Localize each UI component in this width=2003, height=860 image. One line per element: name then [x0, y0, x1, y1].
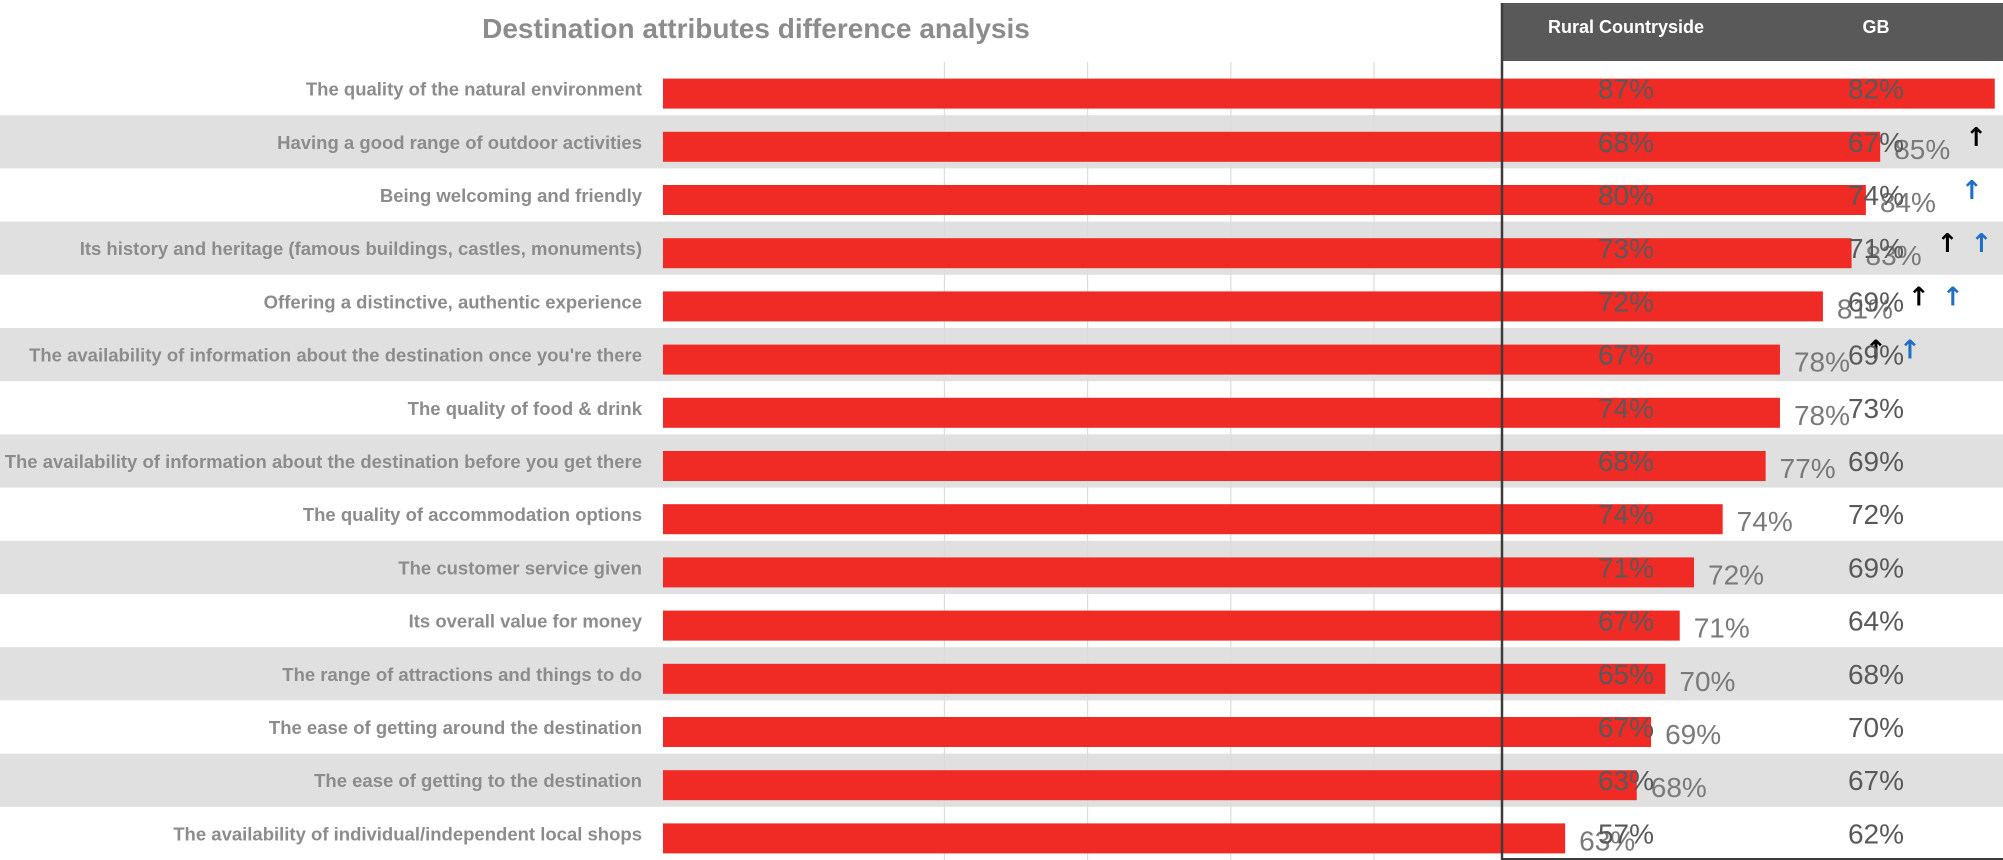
table-cell: 63% — [1598, 765, 1654, 796]
arrow-up-blue-icon: ↑ — [1999, 123, 2003, 153]
value-label: 78% — [1794, 400, 1850, 431]
arrow-up-black-icon: ↑ — [1865, 336, 1887, 366]
table-cell: 67% — [1848, 127, 1904, 158]
bar — [663, 557, 1695, 588]
table-cell: 74% — [1598, 499, 1654, 530]
table-cell: 67% — [1598, 340, 1654, 371]
category-label: Its overall value for money — [409, 611, 643, 632]
category-label: The quality of the natural environment — [306, 79, 642, 100]
table-cell: 87% — [1598, 74, 1654, 105]
table-cell: 80% — [1598, 180, 1654, 211]
value-label: 83% — [1866, 240, 1922, 271]
arrow-up-black-icon: ↑ — [1908, 282, 1930, 312]
category-label: The availability of information about th… — [5, 451, 642, 472]
table-cell: 64% — [1848, 606, 1904, 637]
value-label: 74% — [1737, 506, 1793, 537]
arrow-up-black-icon: ↑ — [1965, 123, 1987, 153]
table-cell: 68% — [1598, 446, 1654, 477]
table-cell: 82% — [1848, 74, 1904, 105]
value-label: 71% — [1694, 613, 1750, 644]
table-cell: 69% — [1848, 446, 1904, 477]
value-label: 69% — [1665, 719, 1721, 750]
value-label: 84% — [1880, 187, 1936, 218]
arrow-markers: ↑↑↑↑↑↑↑↑↑↑ — [1865, 123, 2003, 366]
value-label: 81% — [1837, 293, 1893, 324]
bar — [663, 451, 1766, 481]
bar — [663, 397, 1780, 428]
table-cell: 68% — [1598, 127, 1654, 158]
table-cell: 67% — [1848, 765, 1904, 796]
table-header-cell: GB — [1863, 17, 1890, 37]
category-label: The availability of information about th… — [29, 345, 642, 366]
table-cell: 72% — [1598, 286, 1654, 317]
table-cell: 62% — [1848, 818, 1904, 849]
category-label: The range of attractions and things to d… — [282, 664, 642, 685]
table-cell: 69% — [1848, 286, 1904, 317]
table-cell: 74% — [1598, 393, 1654, 424]
table-cell: 71% — [1848, 233, 1904, 264]
table-header — [1502, 3, 2003, 61]
table-cell: 74% — [1848, 180, 1904, 211]
category-label: The availability of individual/independe… — [173, 823, 642, 844]
category-label: The ease of getting to the destination — [314, 770, 642, 791]
table-cell: 57% — [1598, 818, 1654, 849]
table-cell: 67% — [1598, 712, 1654, 743]
value-label: 70% — [1679, 666, 1735, 697]
table-cell: 65% — [1598, 659, 1654, 690]
table-header-cell: Rural Countryside — [1548, 17, 1704, 37]
bar — [663, 610, 1680, 641]
table-cell: 67% — [1598, 606, 1654, 637]
bar — [663, 131, 1881, 162]
arrow-up-blue-icon: ↑ — [1961, 176, 1983, 206]
value-label: 85% — [1894, 134, 1950, 165]
arrow-up-black-icon: ↑ — [1937, 229, 1959, 259]
table-cell: 69% — [1848, 340, 1904, 371]
table-cell: 73% — [1848, 393, 1904, 424]
table-cell: 68% — [1848, 659, 1904, 690]
category-label: Being welcoming and friendly — [380, 185, 643, 206]
value-label: 72% — [1708, 559, 1764, 590]
category-label: Its history and heritage (famous buildin… — [80, 238, 642, 259]
bar — [663, 344, 1780, 375]
bar — [663, 291, 1823, 322]
table-cell: 70% — [1848, 712, 1904, 743]
category-labels: The quality of the natural environment Ha… — [5, 79, 643, 845]
bar — [663, 770, 1637, 801]
category-label: The quality of accommodation options — [303, 504, 642, 525]
value-label: 78% — [1794, 347, 1850, 378]
table-cell: 72% — [1848, 499, 1904, 530]
bar — [663, 78, 1995, 109]
bar — [663, 663, 1666, 694]
category-label: The quality of food & drink — [408, 398, 643, 419]
value-label: 77% — [1780, 453, 1836, 484]
comparison-table: Rural Countryside GB 87% 82% 68% 67% 80% 74% 73%… — [1500, 3, 2003, 860]
arrow-up-blue-icon: ↑ — [1942, 282, 1964, 312]
bar — [663, 717, 1652, 747]
bar — [663, 185, 1866, 215]
arrow-up-blue-icon: ↑ — [1971, 229, 1993, 259]
table-cell: 73% — [1598, 233, 1654, 264]
value-labels: 93%85%84%83%81%78%78%77%74%72%71%70%69%6… — [1579, 134, 1950, 857]
table-cell: 69% — [1848, 552, 1904, 583]
category-label: The customer service given — [398, 557, 642, 578]
bar — [663, 238, 1852, 269]
arrow-up-blue-icon: ↑ — [1899, 336, 1921, 366]
bars — [663, 78, 1995, 854]
category-label: The ease of getting around the destinati… — [269, 717, 642, 738]
category-label: Having a good range of outdoor activitie… — [277, 132, 642, 153]
value-label: 68% — [1651, 772, 1707, 803]
bar — [663, 504, 1723, 535]
value-label: 63% — [1579, 825, 1635, 856]
bar — [663, 823, 1566, 854]
chart-title: Destination attributes difference analys… — [482, 13, 1030, 44]
category-label: Offering a distinctive, authentic experi… — [264, 291, 642, 312]
table-cell: 71% — [1598, 552, 1654, 583]
